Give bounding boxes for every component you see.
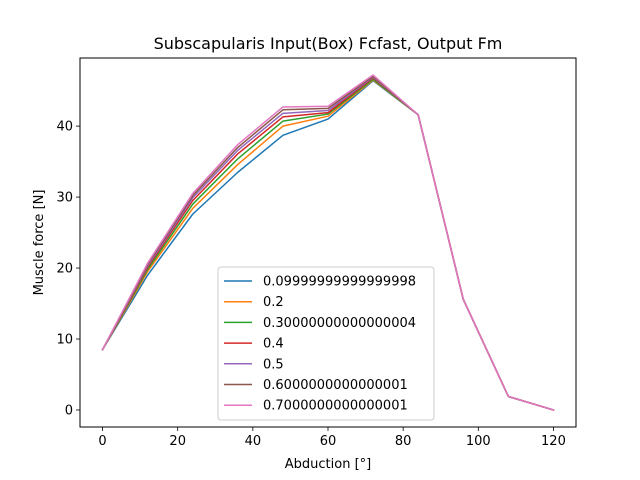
legend-label: 0.7000000000000001 <box>263 399 408 414</box>
y-tick-label: 40 <box>56 120 73 135</box>
legend-label: 0.6000000000000001 <box>263 378 408 393</box>
y-tick-label: 10 <box>56 333 73 348</box>
plot-lines <box>101 74 555 411</box>
legend-label: 0.09999999999999998 <box>263 275 416 290</box>
x-tick-label: 0 <box>98 434 106 449</box>
x-tick-label: 20 <box>169 434 186 449</box>
x-axis-ticks: 0 20 40 60 80 100 120 <box>98 427 566 449</box>
legend-box <box>217 266 435 421</box>
y-axis-label: Muscle force [N] <box>32 190 47 296</box>
y-tick-label: 30 <box>56 191 73 206</box>
x-tick-label: 120 <box>541 434 566 449</box>
x-tick-label: 60 <box>320 434 337 449</box>
series-line-7 <box>101 74 555 411</box>
x-axis-label: Abduction [°] <box>285 457 371 472</box>
chart-title: Subscapularis Input(Box) Fcfast, Output … <box>154 34 503 53</box>
y-axis-ticks: 0 10 20 30 40 <box>56 120 80 418</box>
y-tick-label: 20 <box>56 262 73 277</box>
legend-label: 0.30000000000000004 <box>263 316 416 331</box>
legend-label: 0.4 <box>263 337 284 352</box>
x-tick-label: 100 <box>466 434 491 449</box>
legend-entries: 0.09999999999999998 0.2 0.3000000000000000… <box>224 275 416 414</box>
x-tick-label: 40 <box>245 434 262 449</box>
y-tick-label: 0 <box>65 403 73 418</box>
legend: 0.09999999999999998 0.2 0.3000000000000000… <box>217 266 435 421</box>
legend-label: 0.5 <box>263 357 284 372</box>
legend-label: 0.2 <box>263 295 284 310</box>
x-tick-label: 80 <box>395 434 412 449</box>
